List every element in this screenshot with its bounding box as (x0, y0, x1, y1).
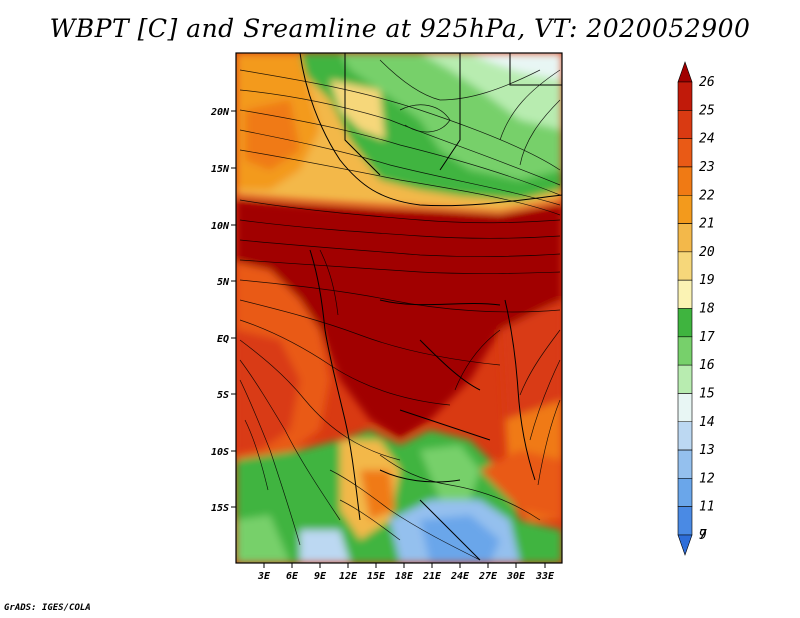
colorbar-swatch (677, 223, 693, 253)
colorbar-swatch (677, 166, 693, 196)
colorbar-swatch (677, 279, 693, 309)
lon-label-24e: 24E (450, 571, 470, 582)
colorbar-label: 15 (699, 386, 715, 401)
lon-label-3e: 3E (257, 571, 271, 582)
map-title: WBPT [C] and Sreamline at 925hPa, VT: 20… (49, 14, 751, 43)
colorbar-swatch (677, 421, 693, 451)
colorbar-label: 11 (699, 500, 715, 515)
colorbar-swatch (677, 506, 693, 536)
lat-label-5s: 5S (217, 390, 229, 401)
colorbar-swatch (677, 61, 693, 83)
colorbar-label: 19 (699, 273, 715, 288)
colorbar-label: 24 (699, 132, 715, 147)
colorbar-label: 23 (699, 160, 715, 175)
colorbar-swatch (677, 478, 693, 507)
wbpt-field (236, 53, 562, 563)
credit-text: GrADS: IGES/COLA (4, 603, 91, 613)
colorbar-swatch (677, 336, 693, 366)
colorbar-swatch (677, 138, 693, 168)
colorbar-label: 25 (699, 103, 715, 118)
longitude-axis: 3E 6E 9E 12E 15E 18E 21E 24E 27E 30E 33E (257, 563, 555, 582)
colorbar-label: 14 (699, 415, 715, 430)
lat-label-15s: 15S (211, 503, 229, 514)
colorbar-label: 9 (699, 528, 707, 543)
colorbar-swatch (677, 364, 693, 394)
lon-label-21e: 21E (422, 571, 442, 582)
colorbar-label: 20 (699, 245, 715, 260)
lon-label-9e: 9E (314, 571, 327, 582)
colorbar-label: 18 (699, 302, 715, 317)
colorbar-label: 22 (699, 188, 715, 203)
lat-label-10s: 10S (211, 447, 229, 458)
colorbar-label: 13 (699, 443, 715, 458)
lon-label-12e: 12E (339, 571, 358, 582)
lat-label-10n: 10N (211, 221, 230, 232)
streamlines (239, 59, 561, 561)
colorbar-label: 12 (699, 471, 715, 486)
lon-label-33e: 33E (535, 571, 555, 582)
lon-label-18e: 18E (395, 571, 414, 582)
colorbar-label: 16 (699, 358, 715, 373)
lat-label-5n: 5N (217, 277, 230, 288)
colorbar-label: 17 (699, 330, 715, 345)
lon-label-30e: 30E (506, 571, 526, 582)
lon-label-27e: 27E (478, 571, 498, 582)
colorbar-swatch (677, 449, 693, 479)
lat-label-20n: 20N (210, 107, 230, 118)
colorbar-swatch (677, 81, 693, 111)
colorbar-label: 7 (699, 528, 707, 543)
colorbar-label: 26 (699, 75, 715, 90)
country-borders (299, 53, 562, 561)
colorbar-swatch (677, 393, 693, 423)
lon-label-6e: 6E (286, 571, 299, 582)
colorbar-swatch (677, 251, 693, 281)
colorbar-swatch (677, 110, 693, 139)
latitude-axis: 20N 15N 10N 5N EQ 5S 10S 15S (210, 107, 236, 514)
lat-label-eq: EQ (217, 334, 229, 345)
lat-label-15n: 15N (211, 164, 230, 175)
lon-label-15e: 15E (367, 571, 386, 582)
map-frame (235, 52, 563, 564)
colorbar: 26 25 24 23 22 21 20 19 18 17 16 15 14 13 12 11 97 (677, 61, 715, 556)
colorbar-swatch (677, 308, 693, 338)
colorbar-swatch (677, 194, 693, 224)
colorbar-label: 21 (699, 217, 715, 232)
colorbar-swatch (677, 534, 693, 556)
